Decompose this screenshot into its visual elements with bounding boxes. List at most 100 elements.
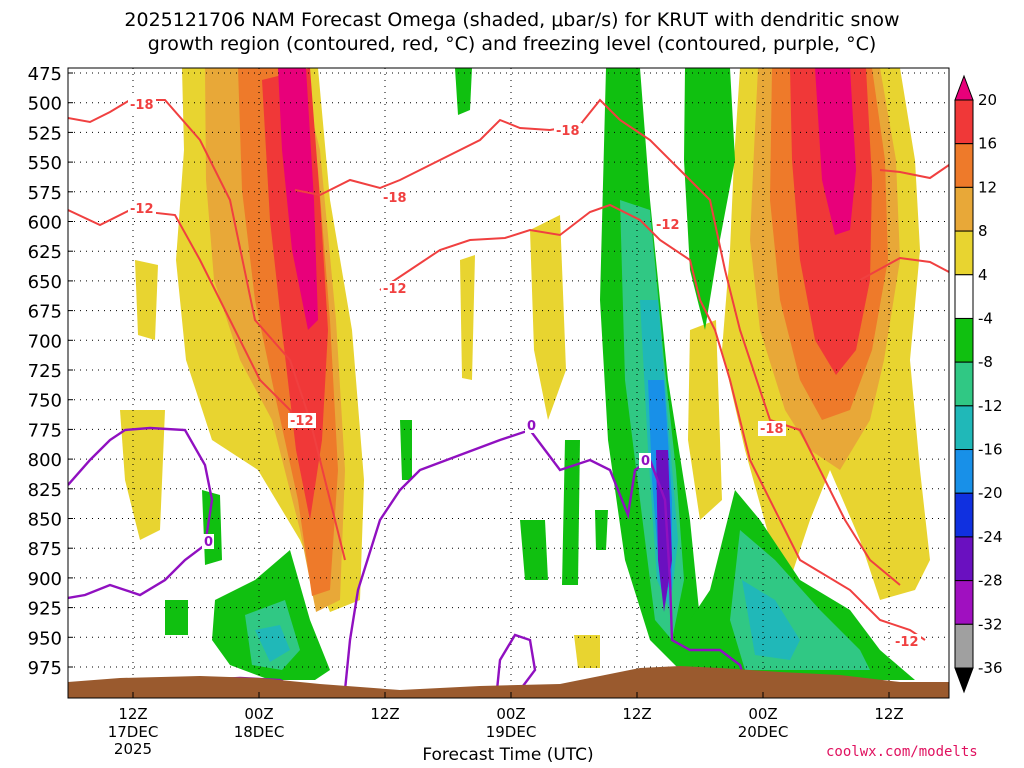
y-tick-label: 925 bbox=[28, 599, 62, 620]
colorbar-bottom-arrow bbox=[954, 667, 974, 694]
freezing-contour-c bbox=[495, 633, 537, 691]
x-tick-label: 12Z bbox=[118, 705, 147, 723]
x-axis-label: Forecast Time (UTC) bbox=[422, 745, 594, 765]
y-tick-label: 725 bbox=[28, 361, 62, 382]
dendritic-label: -12 bbox=[895, 635, 919, 650]
y-tick-label: 800 bbox=[28, 450, 62, 471]
y-tick-label: 500 bbox=[28, 94, 62, 115]
colorbar-box bbox=[954, 230, 974, 276]
y-tick-label: 750 bbox=[28, 391, 62, 412]
dendritic-contour-m18-b bbox=[294, 98, 901, 586]
y-tick-label: 625 bbox=[28, 242, 62, 263]
omega-neg-4-d bbox=[562, 440, 580, 585]
terrain-ground bbox=[68, 666, 949, 698]
colorbar-label: 8 bbox=[978, 222, 988, 240]
plot-frame bbox=[67, 67, 950, 699]
x-tick-sublabel: 19DEC bbox=[486, 723, 537, 741]
colorbar-label: -36 bbox=[978, 659, 1003, 677]
omega-neg-12-j bbox=[255, 625, 290, 662]
colorbar-box bbox=[954, 623, 974, 669]
dendritic-label: -12 bbox=[130, 202, 154, 217]
dendritic-label-bg bbox=[381, 190, 409, 205]
omega-neg-12-k bbox=[742, 580, 800, 660]
colorbar-top-arrow bbox=[954, 74, 974, 101]
colorbar-label: -28 bbox=[978, 572, 1003, 590]
colorbar-box bbox=[954, 492, 974, 538]
freezing-contour-b bbox=[343, 428, 750, 691]
colorbar-box bbox=[954, 405, 974, 451]
x-tick-sublabel: 18DEC bbox=[234, 723, 285, 741]
dendritic-label-bg bbox=[128, 201, 156, 216]
dendritic-label-bg bbox=[288, 413, 316, 428]
x-tick-label: 00Z bbox=[244, 705, 273, 723]
y-tick-label: 650 bbox=[28, 272, 62, 293]
dendritic-label-bg bbox=[893, 634, 921, 649]
y-tick-label: 700 bbox=[28, 331, 62, 352]
colorbar-box bbox=[954, 361, 974, 407]
dendritic-label-bg bbox=[128, 97, 156, 112]
colorbar-label: -8 bbox=[978, 353, 993, 371]
colorbar-label: 20 bbox=[978, 91, 997, 109]
freezing-label-bg bbox=[525, 418, 537, 433]
colorbar-label: 12 bbox=[978, 178, 997, 196]
omega-pos-4-g bbox=[574, 635, 600, 668]
y-tick-label: 900 bbox=[28, 569, 62, 590]
x-tick-sublabel: 2025 bbox=[114, 740, 152, 758]
colorbar-label: 4 bbox=[978, 266, 988, 284]
y-tick-label: 950 bbox=[28, 628, 62, 649]
y-tick-label: 575 bbox=[28, 183, 62, 204]
dendritic-contour-m18-a bbox=[68, 99, 346, 561]
omega-pos-4-e bbox=[530, 215, 566, 420]
colorbar-box bbox=[954, 143, 974, 188]
omega-neg-4-i bbox=[165, 600, 188, 635]
y-tick-label: 600 bbox=[28, 213, 62, 234]
x-tick-sublabel: 20DEC bbox=[738, 723, 789, 741]
dendritic-label-bg bbox=[381, 281, 409, 296]
chart-title-line-2: growth region (contoured, red, °C) and f… bbox=[147, 33, 877, 55]
x-tick-label: 12Z bbox=[874, 705, 903, 723]
colorbar-box bbox=[954, 317, 974, 363]
colorbar-label: -4 bbox=[978, 309, 993, 327]
y-tick-label: 875 bbox=[28, 539, 62, 560]
y-tick-label: 675 bbox=[28, 302, 62, 323]
credit-text: coolwx.com/modelts bbox=[826, 744, 978, 760]
omega-neg-4-e bbox=[520, 520, 548, 580]
y-tick-label: 525 bbox=[28, 123, 62, 144]
x-tick-label: 00Z bbox=[748, 705, 777, 723]
omega-neg-4-c bbox=[455, 68, 472, 115]
omega-neg-24-a bbox=[656, 450, 672, 612]
dendritic-contour-m12-a bbox=[68, 208, 301, 431]
freezing-label: 0 bbox=[204, 535, 213, 550]
colorbar-box bbox=[954, 580, 974, 625]
y-tick-label: 825 bbox=[28, 480, 62, 501]
omega-pos-20-d bbox=[815, 68, 856, 235]
dendritic-label: -18 bbox=[556, 124, 580, 139]
dendritic-label-bg bbox=[758, 421, 786, 436]
colorbar-label: -12 bbox=[978, 397, 1003, 415]
colorbar-box bbox=[954, 449, 974, 494]
colorbar-box bbox=[954, 186, 974, 232]
dendritic-label: -18 bbox=[383, 191, 407, 206]
omega-pos-20-a bbox=[278, 68, 318, 330]
y-tick-label: 975 bbox=[28, 658, 62, 679]
y-tick-label: 850 bbox=[28, 510, 62, 531]
omega-pos-4-f bbox=[460, 255, 475, 380]
freezing-label: 0 bbox=[527, 419, 536, 434]
dendritic-contour-m12-b bbox=[379, 203, 926, 641]
colorbar-box bbox=[954, 99, 974, 145]
x-tick-label: 12Z bbox=[622, 705, 651, 723]
dendritic-contour-m12-c bbox=[859, 256, 949, 281]
dendritic-label: -18 bbox=[130, 98, 154, 113]
colorbar-label: -16 bbox=[978, 441, 1003, 459]
dendritic-contour-m18-c bbox=[879, 164, 949, 180]
dendritic-label: -12 bbox=[656, 218, 680, 233]
x-tick-label: 00Z bbox=[496, 705, 525, 723]
omega-pos-4-h bbox=[688, 320, 722, 520]
x-tick-sublabel: 17DEC bbox=[108, 723, 159, 741]
y-tick-label: 550 bbox=[28, 153, 62, 174]
dendritic-label-bg bbox=[554, 123, 582, 138]
freezing-label: 0 bbox=[641, 454, 650, 469]
colorbar-box bbox=[954, 274, 974, 319]
y-tick-label: 775 bbox=[28, 420, 62, 441]
